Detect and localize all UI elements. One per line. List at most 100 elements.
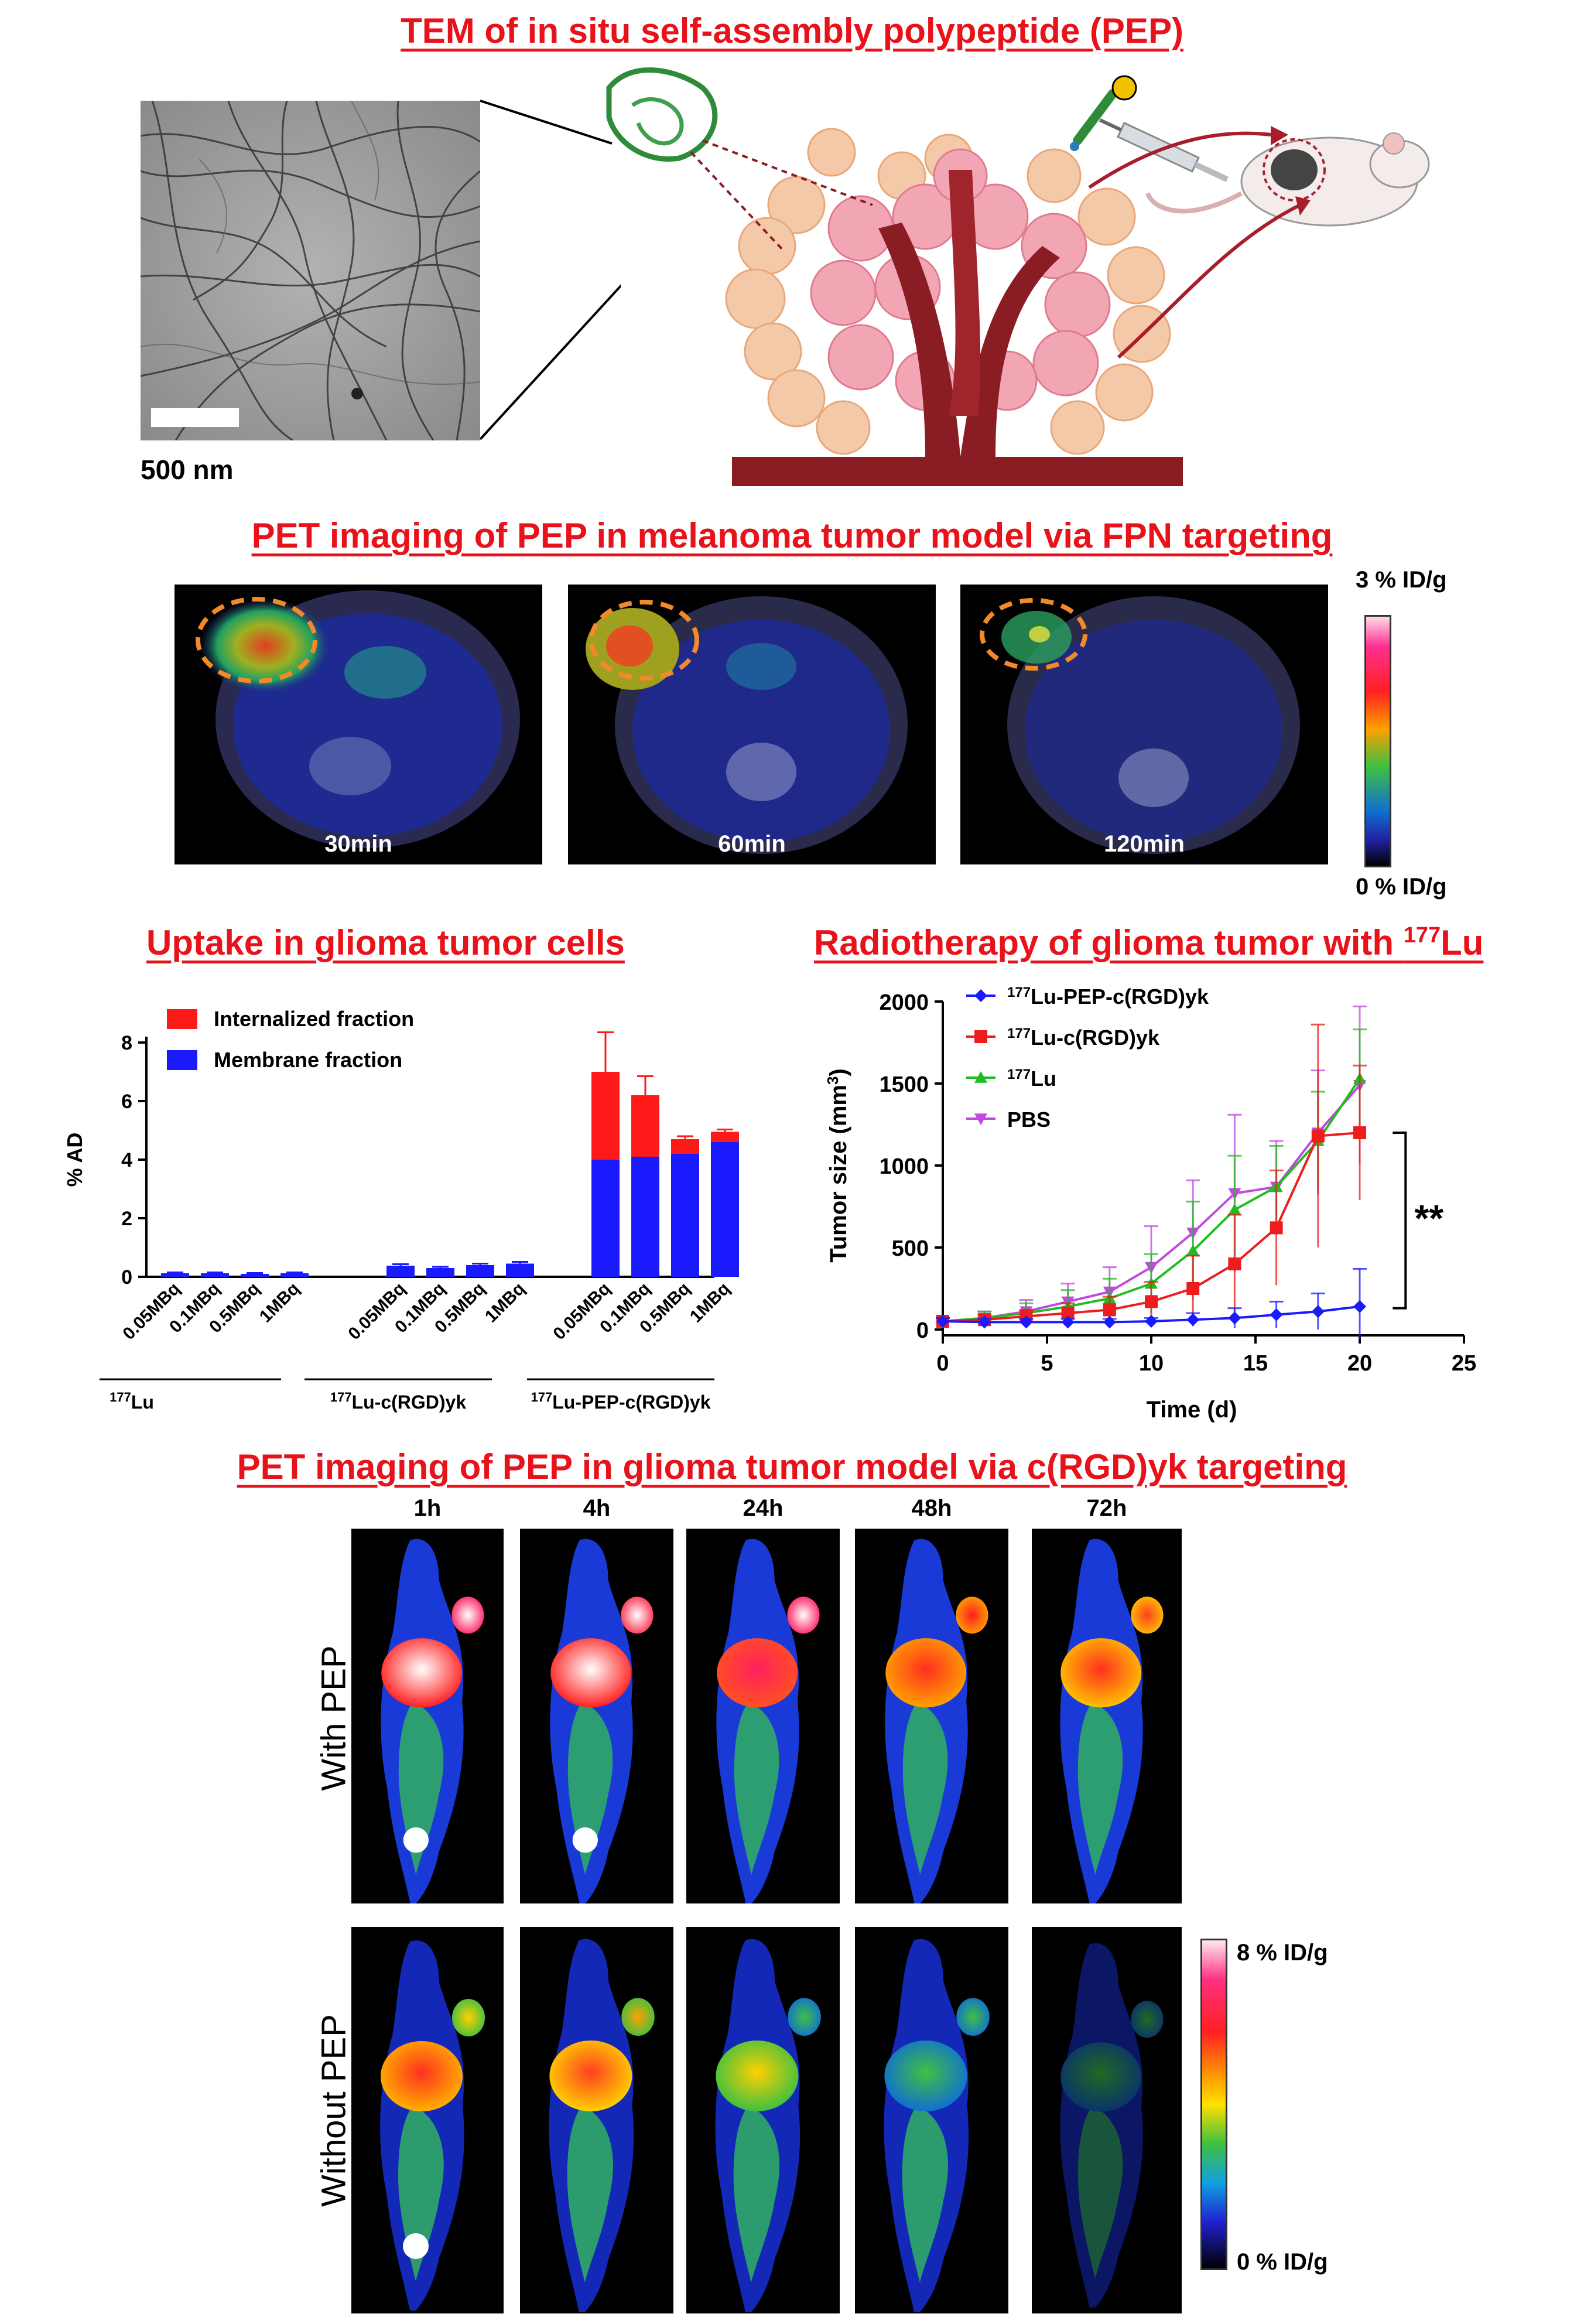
- uptake-bar-membrane: [591, 1160, 620, 1277]
- uptake-group-label: 177Lu-PEP-c(RGD)yk: [531, 1390, 711, 1413]
- melanoma-label-60min: 60min: [718, 831, 786, 857]
- growth-point: [1353, 1300, 1366, 1313]
- section4-title: Radiotherapy of glioma tumor with 177Lu: [814, 922, 1483, 963]
- uptake-bar-membrane: [241, 1274, 269, 1277]
- uptake-bar-membrane: [161, 1273, 189, 1277]
- growth-point: [1311, 1305, 1325, 1318]
- tem-image: [141, 101, 480, 440]
- uptake-bar-internalized: [591, 1072, 620, 1160]
- section3-title: Uptake in glioma tumor cells: [146, 923, 625, 962]
- growth-point: [974, 1071, 987, 1083]
- melanoma-pet-panel-30min: 30min: [175, 585, 542, 864]
- row-label-without-pep: Without PEP: [314, 2014, 353, 2207]
- growth-point: [1186, 1244, 1200, 1256]
- growth-x-tick-label: 10: [1139, 1351, 1164, 1376]
- uptake-bar-internalized: [711, 1132, 739, 1142]
- growth-point: [1186, 1282, 1200, 1295]
- growth-x-tick-label: 5: [1041, 1351, 1053, 1376]
- section2-title: PET imaging of PEP in melanoma tumor mod…: [251, 516, 1333, 555]
- glioma-colorbar-max: 8 % ID/g: [1237, 1940, 1328, 1966]
- growth-point: [1061, 1307, 1075, 1320]
- growth-point: [1353, 1126, 1366, 1139]
- uptake-bar-membrane: [671, 1154, 699, 1277]
- section4-title-main: Radiotherapy of glioma tumor with: [814, 923, 1404, 962]
- legend-swatch-membrane: [167, 1050, 197, 1070]
- melanoma-colorbar-min: 0 % ID/g: [1356, 874, 1447, 900]
- uptake-bar-membrane: [711, 1142, 739, 1277]
- uptake-x-tick-label: 1MBq: [256, 1279, 303, 1327]
- timepoint-label-48h: 48h: [911, 1495, 952, 1521]
- uptake-bar-membrane: [466, 1265, 494, 1277]
- growth-y-tick-label: 0: [916, 1318, 929, 1343]
- uptake-bar-membrane: [280, 1273, 309, 1277]
- growth-legend-label: 177Lu-PEP-c(RGD)yk: [1007, 985, 1209, 1009]
- uptake-bar-internalized: [631, 1095, 659, 1157]
- growth-point: [1228, 1257, 1241, 1270]
- uptake-bar-membrane: [386, 1266, 415, 1277]
- without-pep-pet-image-1h: [351, 1927, 504, 2313]
- section5-title: PET imaging of PEP in glioma tumor model…: [237, 1447, 1347, 1486]
- with-pep-pet-image-4h: [520, 1529, 673, 1903]
- uptake-bar-internalized: [671, 1139, 699, 1154]
- glioma-colorbar-min: 0 % ID/g: [1237, 2249, 1328, 2275]
- legend-swatch-internalized: [167, 1009, 197, 1029]
- growth-point: [1311, 1129, 1325, 1143]
- growth-point: [1145, 1295, 1158, 1308]
- uptake-x-tick-label: 1MBq: [481, 1279, 529, 1327]
- growth-legend-label: 177Lu-c(RGD)yk: [1007, 1026, 1160, 1050]
- growth-y-tick-label: 2000: [879, 990, 929, 1015]
- tumor-schematic: [606, 67, 1430, 486]
- uptake-bar-membrane: [426, 1268, 454, 1277]
- growth-point: [1270, 1308, 1283, 1321]
- tem-scale-label: 500 nm: [141, 454, 234, 485]
- section1-title: TEM of in situ self-assembly polypeptide…: [401, 11, 1183, 50]
- growth-point: [974, 1113, 987, 1125]
- legend-label-internalized: Internalized fraction: [214, 1007, 414, 1031]
- with-pep-pet-image-24h: [686, 1529, 840, 1903]
- uptake-group-label: 177Lu: [110, 1390, 154, 1413]
- uptake-y-tick-label: 2: [121, 1208, 132, 1230]
- growth-legend-label: PBS: [1007, 1108, 1051, 1132]
- growth-point: [1228, 1203, 1241, 1215]
- uptake-y-tick-label: 4: [121, 1149, 132, 1171]
- uptake-y-tick-label: 8: [121, 1032, 132, 1054]
- tumor-growth-chart: 0 500 1000 1500 2000 0 5 10 15 20 25 Time (d) Tumor …: [824, 985, 1476, 1423]
- growth-point: [1228, 1311, 1241, 1325]
- uptake-y-tick-label: 0: [121, 1266, 132, 1289]
- timepoint-label-4h: 4h: [583, 1495, 611, 1521]
- without-pep-pet-image-72h: [1032, 1927, 1182, 2313]
- melanoma-label-120min: 120min: [1104, 831, 1185, 857]
- melanoma-pet-panel-120min: 120min: [960, 585, 1328, 864]
- uptake-bar-membrane: [201, 1273, 229, 1277]
- melanoma-label-30min: 30min: [324, 831, 392, 857]
- growth-point: [1186, 1313, 1200, 1327]
- growth-y-label: Tumor size (mm3): [824, 1068, 851, 1263]
- legend-label-membrane: Membrane fraction: [214, 1048, 402, 1072]
- section4-title-end: Lu: [1441, 923, 1484, 962]
- growth-point: [936, 1315, 949, 1328]
- with-pep-pet-image-72h: [1032, 1529, 1182, 1903]
- timepoint-label-1h: 1h: [413, 1495, 442, 1521]
- uptake-x-tick-label: 0.05MBq: [549, 1279, 614, 1344]
- growth-series: [936, 1267, 1367, 1339]
- growth-series: [936, 1023, 1367, 1328]
- growth-x-tick-label: 0: [936, 1351, 949, 1376]
- growth-x-tick-label: 25: [1452, 1351, 1476, 1376]
- growth-point: [1145, 1315, 1158, 1328]
- uptake-x-tick-label: 0.05MBq: [344, 1279, 409, 1344]
- growth-point: [978, 1315, 991, 1329]
- growth-y-tick-label: 1500: [879, 1072, 929, 1097]
- growth-y-tick-label: 1000: [879, 1154, 929, 1179]
- without-pep-pet-image-4h: [520, 1927, 673, 2313]
- tem-scale-bar: [151, 408, 239, 427]
- zoom-lines: [480, 100, 621, 440]
- growth-x-label: Time (d): [1147, 1397, 1237, 1423]
- without-pep-pet-image-48h: [855, 1927, 1008, 2313]
- uptake-x-tick-label: 1MBq: [686, 1279, 734, 1327]
- uptake-x-tick-label: 0.05MBq: [119, 1279, 184, 1344]
- growth-point: [974, 989, 987, 1002]
- with-pep-pet-image-1h: [351, 1529, 504, 1903]
- growth-point: [1103, 1303, 1116, 1317]
- growth-point: [974, 1030, 987, 1043]
